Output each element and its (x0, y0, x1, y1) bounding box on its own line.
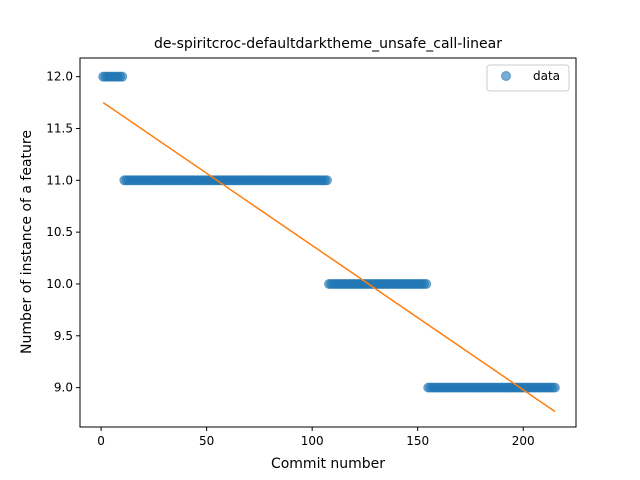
y-tick-label: 11.0 (46, 173, 73, 187)
x-tick-label: 50 (199, 434, 214, 448)
x-axis-label: Commit number (271, 456, 385, 472)
y-tick-label: 12.0 (46, 70, 73, 84)
y-tick-label: 10.0 (46, 277, 73, 291)
y-tick-label: 9.5 (54, 329, 73, 343)
x-tick-label: 100 (301, 434, 324, 448)
x-axis: 0 50 100 150 200 (97, 427, 535, 448)
x-tick-label: 0 (97, 434, 105, 448)
data-point (321, 175, 332, 186)
data-point (117, 71, 128, 82)
x-tick-label: 200 (512, 434, 535, 448)
legend: data (486, 64, 570, 92)
fit-line (102, 101, 556, 413)
data-point (549, 382, 560, 393)
legend-marker (501, 71, 511, 81)
y-tick-label: 10.5 (46, 225, 73, 239)
y-axis-label: Number of instance of a feature (19, 130, 35, 354)
data-points (98, 71, 560, 393)
chart-title: de-spiritcroc-defaultdarktheme_unsafe_ca… (154, 36, 502, 52)
y-tick-label: 9.0 (54, 381, 73, 395)
fit-line-layer (102, 101, 556, 413)
data-point (421, 278, 432, 289)
x-tick-label: 150 (406, 434, 429, 448)
legend-label: data (533, 69, 560, 83)
plot-frame (79, 57, 577, 428)
y-axis: 9.0 9.5 10.0 10.5 11.0 11.5 12.0 (46, 70, 80, 395)
y-tick-label: 11.5 (46, 121, 73, 135)
